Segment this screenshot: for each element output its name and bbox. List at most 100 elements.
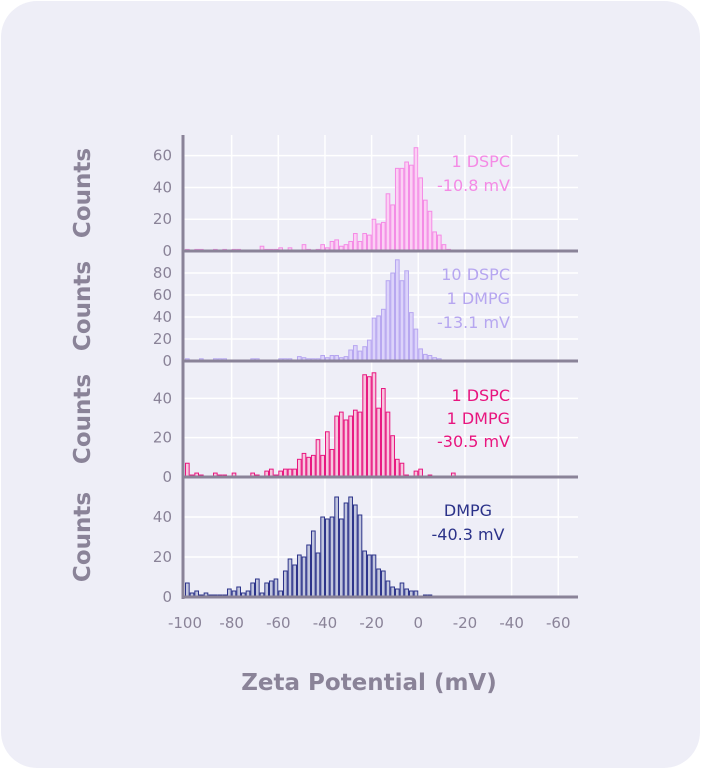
histogram-bar xyxy=(436,234,442,252)
y-tick-label: 20 xyxy=(153,210,172,228)
y-tick-label: 60 xyxy=(153,147,172,165)
histogram-bar xyxy=(352,504,358,598)
histogram-bar xyxy=(296,554,302,598)
histogram-bar xyxy=(366,339,372,362)
histogram-bar xyxy=(315,439,321,478)
histogram-bar xyxy=(371,218,377,252)
histogram-bar xyxy=(408,164,414,252)
histogram-bar xyxy=(185,582,190,598)
y-tick-label: 20 xyxy=(153,429,172,447)
histogram-bar xyxy=(254,578,260,598)
histogram-bar xyxy=(185,462,190,478)
histogram-bar xyxy=(390,204,395,252)
histogram-bar xyxy=(385,580,391,598)
histogram-bar xyxy=(334,239,339,252)
histogram-bar xyxy=(380,388,386,478)
histogram-bar xyxy=(362,233,367,252)
histogram-bar xyxy=(380,308,386,362)
histogram-bar xyxy=(371,317,377,362)
y-tick-label: 20 xyxy=(153,330,172,348)
histogram-bar xyxy=(362,346,367,362)
histogram-bar xyxy=(338,518,344,598)
histogram-bar xyxy=(282,570,288,598)
y-tick-label: 0 xyxy=(162,588,172,606)
histogram-bar xyxy=(408,312,414,362)
histogram-bar xyxy=(320,454,325,478)
histogram-bar xyxy=(348,496,353,598)
histogram-bar xyxy=(250,582,255,598)
histogram-bar xyxy=(329,516,335,598)
labels: -100 -80 -60 -40 -20 0 -20 -40 -60 0 20 40 60 Counts 1… xyxy=(70,147,571,632)
histogram-bar xyxy=(273,578,279,598)
x-tick-label: -20 xyxy=(359,614,384,632)
histogram-bar xyxy=(324,518,330,598)
histogram-bar xyxy=(422,199,428,252)
x-tick-label: -100 xyxy=(168,614,202,632)
histogram-bar xyxy=(362,374,367,478)
series-annotation: -13.1 mV xyxy=(437,313,510,332)
histogram-bar xyxy=(432,231,437,252)
histogram-bar xyxy=(310,530,316,598)
histogram-bar xyxy=(343,502,349,598)
histogram-bar xyxy=(399,462,405,478)
histogram-bar xyxy=(357,514,363,598)
histogram-bar xyxy=(264,582,269,598)
histogram-bar xyxy=(394,167,400,252)
x-tick-label: -80 xyxy=(219,614,244,632)
histogram-bar xyxy=(338,411,344,478)
histogram-bar xyxy=(413,328,419,362)
series-annotation: 10 DSPC xyxy=(441,265,510,284)
histogram-bar xyxy=(399,280,405,362)
histogram-bar xyxy=(292,564,297,598)
histogram-bar xyxy=(404,161,409,252)
y-tick-label: 80 xyxy=(153,264,172,282)
x-tick-label: 0 xyxy=(414,614,424,632)
gridlines xyxy=(183,135,578,597)
histogram-bar xyxy=(385,280,391,362)
histogram-bar xyxy=(376,568,381,598)
histogram-bar xyxy=(385,193,391,252)
y-tick-label: 60 xyxy=(153,286,172,304)
histogram-bar xyxy=(380,570,386,598)
series-annotation: 1 DSPC xyxy=(451,152,510,171)
histogram-bar xyxy=(352,409,358,478)
y-tick-label: 40 xyxy=(153,178,172,196)
histogram-bar xyxy=(315,552,321,598)
series-annotation: 1 DSPC xyxy=(451,386,510,405)
x-tick-label: -60 xyxy=(546,614,571,632)
x-tick-label: -20 xyxy=(453,614,478,632)
histogram-bar xyxy=(385,411,391,478)
y-tick-label: 0 xyxy=(162,468,172,486)
x-tick-label: -40 xyxy=(499,614,524,632)
axes xyxy=(181,135,578,599)
histogram-bar xyxy=(399,167,405,252)
histogram-bar xyxy=(352,345,358,362)
series-annotation: -40.3 mV xyxy=(431,525,504,544)
histogram-bars xyxy=(185,147,456,598)
x-tick-label: -60 xyxy=(266,614,291,632)
histogram-bar xyxy=(306,456,311,478)
histogram-bar xyxy=(362,550,367,598)
histogram-bar xyxy=(371,554,377,598)
histogram-bar xyxy=(394,259,400,362)
series-annotation: 1 DMPG xyxy=(447,409,510,428)
y-axis-label-counts: Counts xyxy=(70,374,96,464)
histogram-bar xyxy=(366,554,372,598)
histogram-bar xyxy=(376,315,381,362)
y-axis-label-counts: Counts xyxy=(70,492,96,582)
histogram-bar xyxy=(376,407,381,478)
histogram-bar xyxy=(427,210,433,252)
histogram-bar xyxy=(413,147,419,252)
histogram-bar xyxy=(306,544,311,598)
histogram-bar xyxy=(366,376,372,478)
histogram-bar xyxy=(287,558,293,598)
histogram-bar xyxy=(329,448,335,478)
y-tick-label: 0 xyxy=(162,352,172,370)
series-annotation: -30.5 mV xyxy=(437,432,510,451)
histogram-bar xyxy=(301,556,307,598)
y-tick-label: 40 xyxy=(153,508,172,526)
series-annotation: -10.8 mV xyxy=(437,176,510,195)
histogram-bar xyxy=(320,516,325,598)
histogram-bar xyxy=(371,372,377,478)
